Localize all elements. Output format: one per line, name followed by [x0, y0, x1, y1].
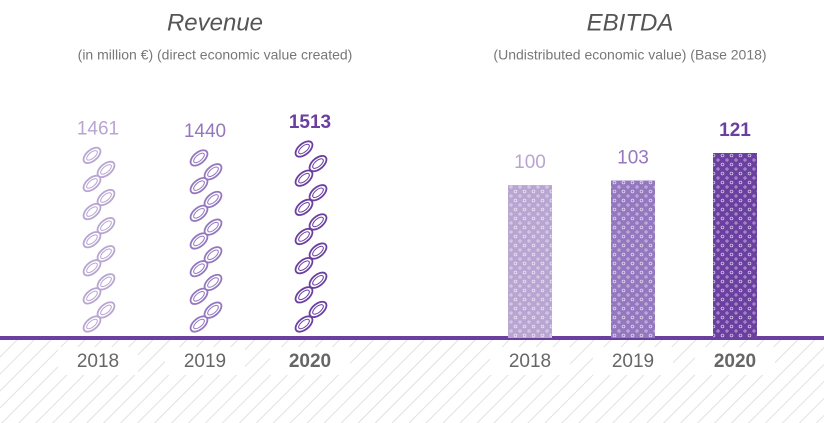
coin-stack: [188, 147, 224, 334]
coin: [95, 243, 117, 264]
bar-texture: [713, 153, 757, 338]
coin-stack: [293, 138, 329, 334]
coin: [95, 159, 117, 180]
coin-stack: [81, 145, 117, 335]
coin: [307, 182, 329, 203]
value-label: 103: [617, 148, 649, 169]
coin: [202, 189, 224, 210]
category-label: 2019: [612, 351, 654, 372]
category-label: 2020: [714, 351, 756, 372]
coin: [202, 300, 224, 321]
coin: [202, 244, 224, 265]
infographic: Revenue (in million €) (direct economic v…: [0, 0, 824, 423]
coin: [307, 299, 329, 320]
coin: [81, 145, 103, 166]
coin: [202, 216, 224, 237]
value-label: 1461: [77, 118, 119, 139]
chart-title: EBITDA: [587, 9, 674, 36]
category-label: 2019: [184, 351, 226, 372]
value-label: 100: [514, 152, 546, 173]
chart-subtitle: (Undistributed economic value) (Base 201…: [493, 47, 766, 63]
chart-subtitle: (in million €) (direct economic value cr…: [78, 47, 353, 63]
category-label: 2018: [509, 351, 551, 372]
coin: [307, 270, 329, 291]
coin: [95, 271, 117, 292]
chart-title: Revenue: [167, 9, 263, 36]
category-label: 2020: [289, 351, 331, 372]
category-label: 2018: [77, 351, 119, 372]
coin: [95, 299, 117, 320]
bar-texture: [611, 181, 655, 338]
page: Revenue (in million €) (direct economic v…: [0, 0, 824, 423]
coin: [95, 215, 117, 236]
coin: [307, 211, 329, 232]
coin: [293, 138, 315, 159]
value-label: 121: [719, 120, 751, 141]
coin: [307, 153, 329, 174]
coin: [307, 240, 329, 261]
value-label: 1440: [184, 121, 226, 142]
coin: [95, 187, 117, 208]
coin: [188, 147, 210, 168]
bar-texture: [508, 185, 552, 338]
value-label: 1513: [289, 112, 331, 133]
coin: [202, 161, 224, 182]
coin: [202, 272, 224, 293]
